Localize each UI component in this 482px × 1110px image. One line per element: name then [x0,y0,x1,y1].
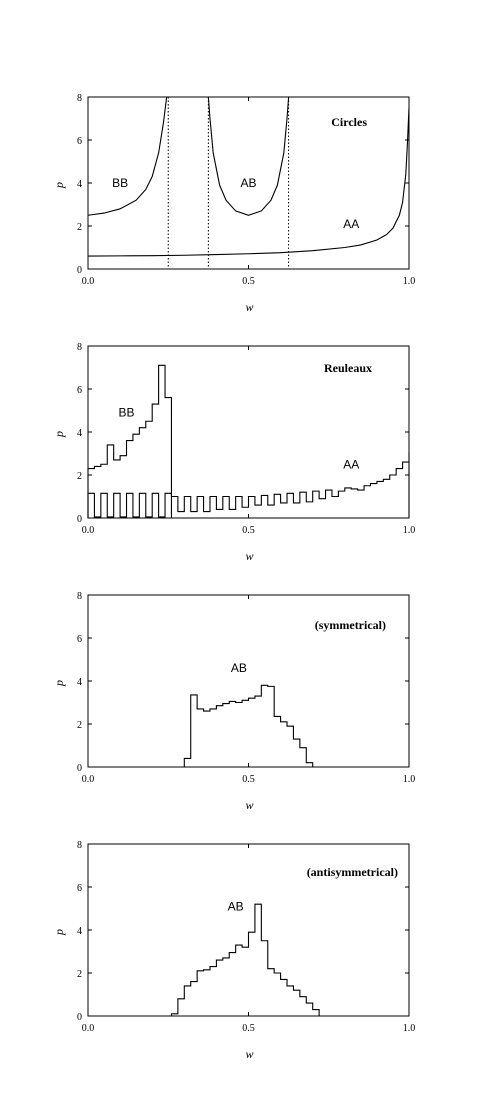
y-tick-label: 6 [77,136,82,147]
curve-annotation: BB [112,176,128,190]
y-tick-label: 0 [77,763,82,774]
y-axis-label: p [52,182,66,189]
y-tick-label: 4 [77,428,82,439]
x-axis-label: w [245,300,253,314]
y-tick-label: 2 [77,720,82,731]
y-tick-label: 2 [77,969,82,980]
curve-annotation: AA [343,457,359,471]
x-axis-label: w [245,1047,253,1061]
curve-annotation: AB [231,661,247,675]
y-tick-label: 6 [77,385,82,396]
y-tick-label: 8 [77,591,82,602]
chart-title: (antisymmetrical) [307,865,398,879]
x-tick-label: 1.0 [403,276,416,287]
x-tick-label: 0.0 [82,774,95,785]
chart-panel-4: 0 2 4 6 8 0.0 0.5 1.0 w p (antisymmetrical) AB [52,840,415,1061]
y-tick-label: 8 [77,93,82,104]
curve-annotation: BB [119,406,135,420]
y-tick-label: 0 [77,514,82,525]
curve-annotation: AA [343,217,359,231]
curve-annotation: AB [228,899,244,913]
x-tick-label: 1.0 [403,774,416,785]
y-tick-label: 8 [77,342,82,353]
y-tick-label: 4 [77,926,82,937]
y-tick-label: 8 [77,840,82,851]
chart-title: Reuleaux [324,361,372,375]
x-tick-label: 0.0 [82,1023,95,1034]
x-tick-label: 0.5 [242,1023,255,1034]
x-tick-label: 0.5 [242,774,255,785]
y-tick-label: 2 [77,471,82,482]
y-tick-label: 4 [77,677,82,688]
x-axis-label: w [245,798,253,812]
curve-annotation: AB [240,176,256,190]
x-tick-label: 0.0 [82,525,95,536]
y-tick-label: 6 [77,634,82,645]
x-tick-label: 1.0 [403,1023,416,1034]
x-tick-label: 1.0 [403,525,416,536]
y-tick-label: 2 [77,222,82,233]
series-line-2 [87,452,410,518]
chart-title: (symmetrical) [315,618,386,632]
y-axis-label: p [52,680,66,687]
y-tick-label: 0 [77,1012,82,1023]
y-axis-label: p [52,431,66,438]
y-axis-label: p [52,929,66,936]
series-line-1 [183,684,314,767]
chart-panel-2: 0 2 4 6 8 0.0 0.5 1.0 w p Reuleaux BB AA [52,342,415,563]
y-tick-label: 4 [77,179,82,190]
x-tick-label: 0.5 [242,525,255,536]
x-tick-label: 0.5 [242,276,255,287]
series-line-1 [170,903,320,1016]
chart-panel-1: 0 2 4 6 8 0.0 0.5 1.0 w p Circles BB AB AA [52,93,415,314]
y-tick-label: 6 [77,883,82,894]
series-line-1 [87,364,173,518]
series-line-3 [87,107,410,257]
y-tick-label: 0 [77,265,82,276]
series-line-1 [87,96,169,216]
chart-title: Circles [331,115,367,129]
x-tick-label: 0.0 [82,276,95,287]
series-line-2 [207,96,290,216]
x-axis-label: w [245,549,253,563]
chart-panel-3: 0 2 4 6 8 0.0 0.5 1.0 w p (symmetrical) AB [52,591,415,812]
